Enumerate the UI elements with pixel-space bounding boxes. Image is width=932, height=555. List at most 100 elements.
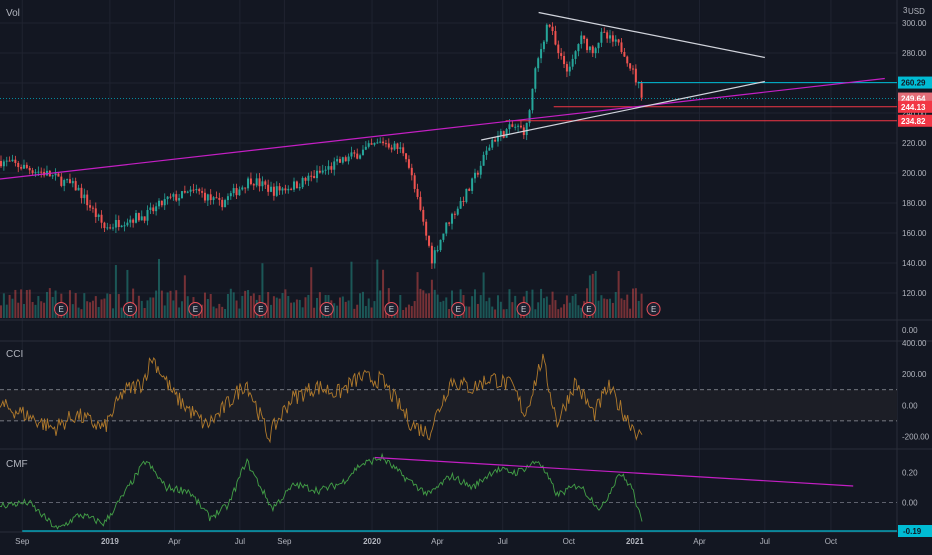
volume-bar-154 [442,300,445,318]
candle-body-142 [407,159,410,168]
volume-bar-169 [485,301,488,318]
drawing-lines[interactable] [0,11,897,180]
candle-body-80 [229,193,232,197]
time-axis[interactable]: Sep 2019 Apr Jul Sep 2020 Apr Jul Oct 2021 Apr Jul O… [15,537,838,546]
volume-bar-209 [600,295,603,318]
volume-bar-219 [629,308,632,318]
volume-bar-211 [606,299,609,318]
candle-body-93 [267,184,270,192]
volume-bar-82 [235,300,238,318]
candle-body-167 [479,165,482,175]
candle-body-41 [117,219,120,228]
earnings-marker[interactable] [384,302,399,316]
volume-bar-153 [439,301,442,318]
volume-bar-73 [209,294,212,318]
candle-body-111 [318,170,321,173]
volume-bar-103 [295,299,298,318]
candle-body-160 [459,201,462,209]
candle-body-38 [109,227,112,229]
cmf-resistance-line [374,456,854,487]
candle-body-45 [129,219,132,223]
price-axes[interactable]: 120.00 140.00 160.00 180.00 200.00 220.00 240.… [902,19,930,508]
volume-bar-148 [425,293,428,318]
earnings-marker[interactable] [319,302,334,316]
volume-bar-64 [183,275,186,318]
volume-bar-142 [407,304,410,318]
volume-bar-41 [117,294,120,318]
earnings-marker[interactable] [646,302,661,316]
price-tick-label: 280.00 [902,49,927,58]
cmf-current-text: -0.19 [903,527,922,536]
time-tick-label: Oct [825,537,838,546]
candle-body-158 [453,213,456,215]
candle-body-50 [143,216,146,221]
volume-bar-4 [11,298,14,318]
volume-bar-18 [51,296,54,318]
earnings-marker[interactable] [516,302,531,316]
earnings-marker[interactable] [54,302,69,316]
volume-bar-34 [97,307,100,318]
volume-bar-60 [172,300,175,318]
candle-body-163 [468,188,471,191]
candle-body-145 [416,188,419,197]
candle-body-121 [347,156,350,162]
volume-bar-16 [45,291,48,318]
candle-body-107 [307,175,310,181]
volume-bar-200 [574,293,577,318]
volume-bar-222 [637,300,640,318]
candle-body-23 [66,179,69,181]
candle-body-174 [499,131,502,136]
time-tick-label: Sep [277,537,292,546]
volume-bar-164 [471,296,474,318]
candle-body-36 [103,222,106,229]
candle-body-106 [304,177,307,181]
candle-body-6 [17,162,20,168]
candle-body-20 [57,173,60,177]
candle-body-115 [330,166,333,170]
volume-bar-210 [603,298,606,318]
volume-bar-108 [310,267,313,318]
earnings-marker[interactable] [253,302,268,316]
candle-body-208 [597,42,600,49]
time-tick-label: Jul [498,537,508,546]
volume-bars [0,258,643,318]
volume-bar-79 [226,293,229,318]
candle-body-27 [77,187,80,191]
volume-bar-29 [83,293,86,318]
volume-bar-194 [557,309,560,318]
earnings-marker[interactable] [188,302,203,316]
candle-body-119 [341,157,344,163]
currency-label[interactable]: USD [908,7,925,16]
volume-bar-14 [40,301,43,318]
candle-body-179 [514,126,517,128]
candle-body-57 [163,199,166,206]
earnings-marker[interactable] [451,302,466,316]
candle-body-86 [247,178,250,189]
candle-body-152 [436,250,439,252]
candle-body-99 [284,188,287,191]
volume-bar-51 [146,300,149,318]
candle-body-149 [428,235,431,246]
candle-body-37 [106,227,109,229]
volume-bar-163 [468,306,471,318]
candle-body-214 [614,39,617,42]
cci-tick-label: 400.00 [902,339,927,348]
earnings-marker[interactable] [581,302,596,316]
candle-body-153 [439,239,442,251]
cmf-line [0,452,643,530]
volume-bar-8 [22,303,25,318]
volume-bar-80 [229,288,232,318]
earnings-marker[interactable] [122,302,137,316]
volume-bar-206 [591,273,594,318]
candle-body-100 [287,188,290,191]
candle-body-25 [71,181,74,184]
candle-body-114 [327,166,330,170]
candle-body-168 [482,154,485,166]
candle-body-150 [430,245,433,264]
volume-bar-133 [382,269,385,318]
candle-body-159 [456,208,459,215]
volume-bar-179 [514,295,517,318]
